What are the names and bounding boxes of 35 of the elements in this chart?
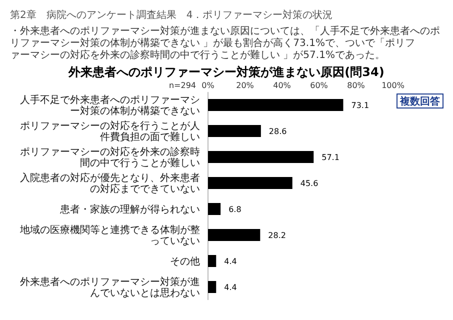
data-label: 4.4	[224, 282, 237, 292]
y-tick-label: 外来患者へのポリファーマシー対策が進んでいないとは思わない	[20, 276, 200, 299]
x-tick-label: 80%	[347, 81, 366, 90]
bar	[208, 229, 260, 241]
data-label: 6.8	[228, 204, 242, 214]
text: 複数回答	[399, 96, 441, 108]
bar	[208, 99, 344, 111]
data-label: 45.6	[300, 178, 318, 188]
x-tick-label: 60%	[310, 81, 328, 90]
text: 第2章 病院へのアンケート調査結果 4．ポリファーマシー対策の状況	[10, 9, 333, 21]
y-tick-label: ポリファーマシーの対応を外来の診察時間の中で行うことが難しい	[20, 146, 200, 169]
y-tick-label: 患者・家族の理解が得られない	[59, 204, 200, 216]
x-tick-label: 20%	[236, 81, 254, 90]
y-tick-label: 地域の医療機関等と連携できる体制が整っていない	[19, 224, 200, 247]
bar	[208, 151, 314, 163]
chart-subtitle: ・外来患者へのポリファーマシー対策が進まない原因については、「人手不足で外来患者へのポリファーマシー対策の体制が構築できない 」が最も割合が高く73.1%で、ついで「ポリファーマシーの対応を外来の診察時間の中で行うことが難しい 」が57.1%であった。	[10, 25, 440, 61]
x-tick-label: 0%	[202, 81, 215, 90]
y-tick-label: 人手不足で外来患者へのポリファーマシー対策の体制が構築できない	[20, 94, 200, 117]
bar	[208, 255, 216, 267]
bar	[208, 281, 216, 293]
bar	[208, 125, 261, 137]
data-label: 57.1	[322, 152, 340, 162]
bar	[208, 203, 221, 215]
x-tick-label: 100%	[382, 81, 405, 90]
data-label: 28.2	[268, 230, 286, 240]
text: n=294	[168, 81, 196, 90]
y-tick-label: 入院患者の対応が優先となり、外来患者の対応までできていない	[20, 172, 200, 195]
x-tick-label: 40%	[273, 81, 292, 90]
data-label: 4.4	[224, 256, 237, 266]
chart-title: 外来患者へのポリファーマシー対策が進まない原因(問34)	[68, 65, 384, 79]
y-tick-label: その他	[170, 256, 200, 268]
data-label: 73.1	[351, 100, 370, 110]
bar	[208, 177, 292, 189]
y-tick-label: ポリファーマシーの対応を行うことが人件費負担の面で難しい	[20, 120, 200, 143]
data-label: 28.6	[268, 126, 287, 136]
